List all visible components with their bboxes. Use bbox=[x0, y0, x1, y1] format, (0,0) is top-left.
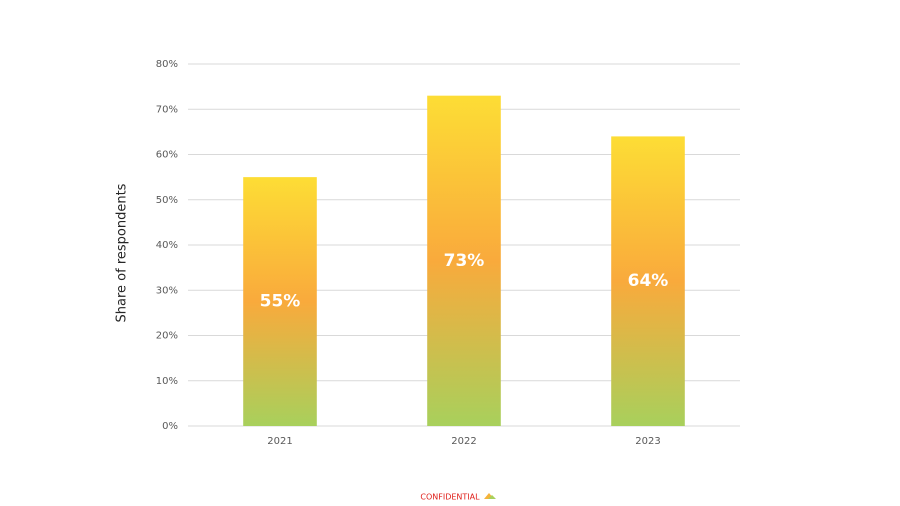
y-tick-label: 20% bbox=[156, 331, 178, 342]
bar bbox=[611, 136, 685, 426]
footer-logo bbox=[484, 493, 496, 499]
x-tick-label: 2022 bbox=[451, 436, 476, 447]
footer-text: CONFIDENTIAL bbox=[420, 493, 480, 502]
y-tick-label: 60% bbox=[156, 150, 178, 161]
x-tick-label: 2023 bbox=[635, 436, 660, 447]
data-label: 55% bbox=[260, 292, 301, 312]
data-label: 64% bbox=[628, 271, 669, 291]
x-tick-label: 2021 bbox=[267, 436, 292, 447]
y-tick-label: 0% bbox=[162, 421, 178, 432]
y-tick-label: 80% bbox=[156, 59, 178, 70]
bar bbox=[427, 95, 501, 427]
bar bbox=[243, 177, 317, 426]
y-tick-label: 50% bbox=[156, 195, 178, 206]
y-tick-label: 30% bbox=[156, 285, 178, 296]
y-tick-label: 10% bbox=[156, 376, 178, 387]
data-label: 73% bbox=[444, 251, 485, 271]
y-tick-label: 40% bbox=[156, 240, 178, 251]
y-tick-label: 70% bbox=[156, 104, 178, 115]
y-axis-label: Share of respondents bbox=[115, 183, 130, 322]
